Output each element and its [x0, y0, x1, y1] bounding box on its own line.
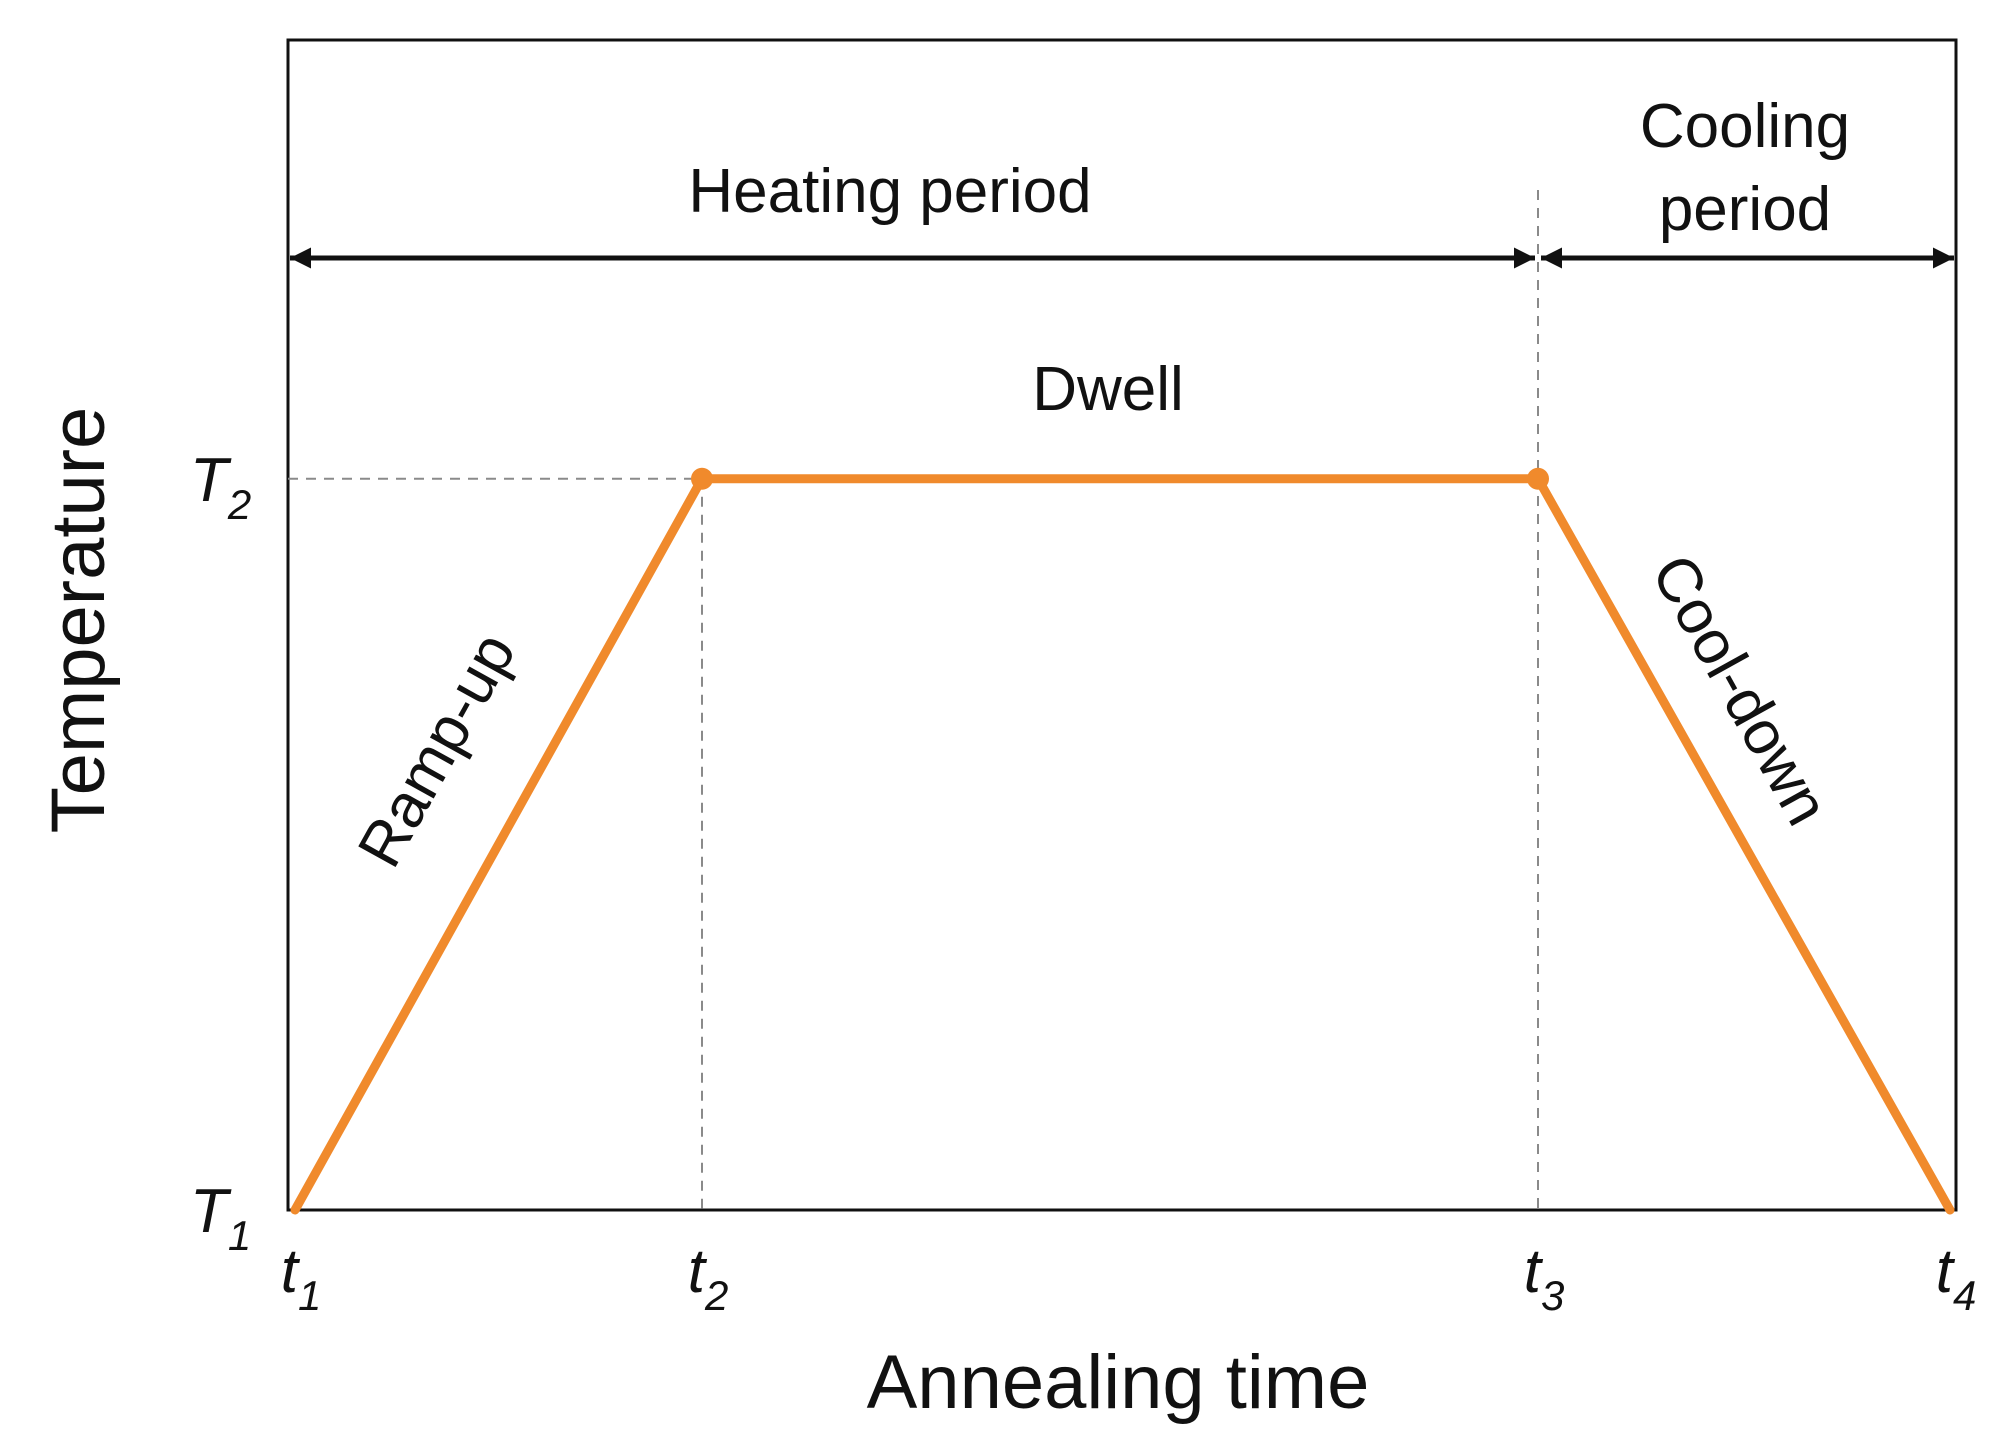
cooling-period-label-line2: period: [1659, 175, 1831, 244]
x-axis-ticks: t1 t2 t3 t4: [281, 1237, 1977, 1319]
profile-markers: [691, 467, 1549, 490]
x-tick-label-4: t4: [1936, 1237, 1977, 1319]
x-axis-label: Annealing time: [867, 1340, 1370, 1425]
plot-frame: [286, 38, 1958, 1212]
y-axis-label: Temperature: [36, 407, 121, 834]
y-tick-label-1: T1: [190, 1177, 251, 1259]
dwell-label: Dwell: [1032, 355, 1184, 424]
cooling-period-label-line1: Cooling: [1640, 92, 1850, 161]
profile-marker-1: [691, 467, 713, 490]
profile-marker-2: [1527, 467, 1549, 490]
x-tick-label-1: t1: [281, 1237, 322, 1319]
y-tick-label-2: T2: [190, 446, 251, 528]
heating-period-label: Heating period: [688, 157, 1091, 226]
cool-down-label: Cool-down: [1638, 544, 1842, 837]
temperature-profile-line: [290, 474, 1955, 1215]
x-tick-label-3: t3: [1524, 1237, 1565, 1319]
y-axis-ticks: T1 T2: [190, 446, 251, 1259]
x-tick-label-2: t2: [688, 1237, 729, 1319]
